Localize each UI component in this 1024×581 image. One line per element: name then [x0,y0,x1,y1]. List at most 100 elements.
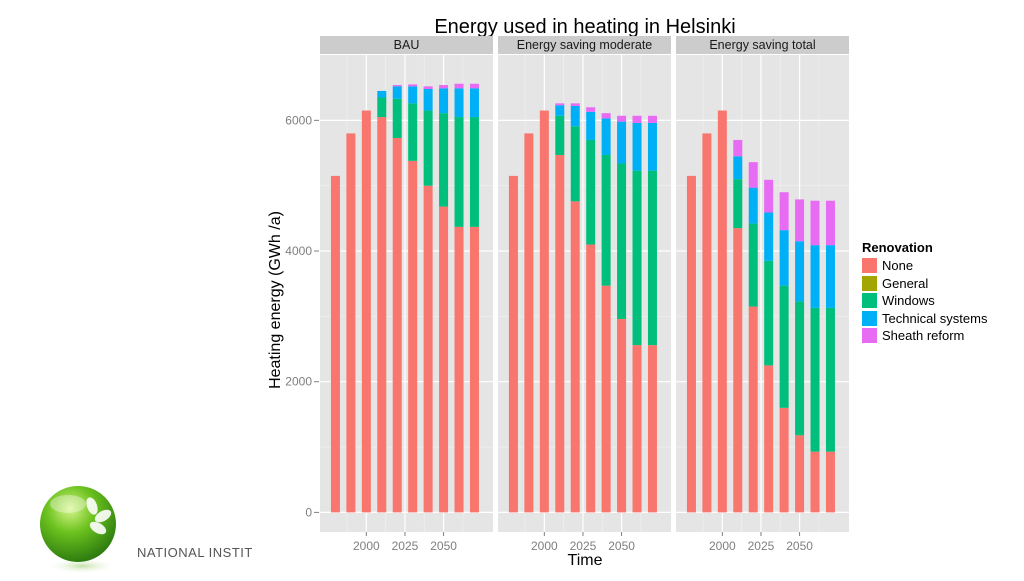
bar-segment [377,117,387,513]
bar-segment [779,192,789,231]
bar-segment [570,105,580,127]
bar-segment [601,113,611,119]
bar-segment [795,301,805,436]
bar-segment [392,98,402,138]
bar-segment [601,118,611,155]
bar-segment [795,199,805,242]
bar-segment [454,226,464,513]
bar-segment [555,115,565,155]
bar-segment [361,110,371,513]
bar-segment [810,200,820,246]
legend-label-none: None [882,258,914,274]
brand-text: NATIONAL INSTIT [137,545,253,560]
bar-segment [647,115,657,123]
x-tick-label: 2050 [608,539,635,553]
bar-segment [779,230,789,286]
panel-background [320,55,493,532]
bar-segment [524,133,534,513]
bar-segment [632,115,642,123]
panel-strip-label: Energy saving moderate [517,38,653,52]
bar-segment [408,103,418,161]
bar-segment [764,260,774,366]
bar-segment [469,226,479,513]
bar-segment [733,228,743,513]
bar-segment [810,451,820,513]
legend-swatch-general [862,275,877,291]
bar-segment [555,103,565,106]
bar-segment [469,83,479,89]
bar-segment [408,160,418,513]
bar-segment [733,156,743,180]
bar-segment [555,154,565,513]
bar-segment [539,110,549,513]
bar-segment [423,86,433,89]
bar-segment [686,175,696,513]
legend-item-sheath-reform: Sheath reform [862,327,987,345]
bar-segment [748,306,758,513]
bar-segment [392,85,402,87]
bar-segment [570,201,580,513]
bar-segment [392,137,402,513]
bar-segment [439,206,449,513]
bar-segment [469,117,479,227]
x-axis-label: Time [568,552,603,569]
bar-segment [423,110,433,186]
legend-swatch-windows [862,293,877,309]
bar-segment [454,117,464,227]
bar-segment [764,179,774,213]
bar-segment [632,345,642,513]
bar-segment [454,83,464,89]
bar-segment [408,86,418,104]
y-tick-label: 4000 [285,244,312,258]
bar-segment [555,105,565,116]
bar-segment [647,345,657,513]
bar-segment [601,154,611,286]
bar-segment [647,170,657,346]
bar-segment [454,88,464,118]
bar-segment [733,179,743,229]
x-tick-label: 2025 [748,539,775,553]
bar-segment [346,133,356,513]
bar-segment [617,115,627,122]
bar-segment [779,407,789,513]
bar-segment [439,113,449,207]
bar-segment [764,365,774,513]
panel-background [676,55,849,532]
y-axis-label: Heating energy (GWh /a) [267,211,284,389]
legend-swatch-sheath-reform [862,328,877,344]
bar-segment [632,170,642,346]
bar-segment [795,241,805,302]
x-tick-label: 2050 [786,539,813,553]
bar-segment [810,245,820,308]
bar-segment [825,451,835,513]
bar-segment [377,97,387,118]
bar-segment [748,162,758,188]
legend-item-technical-systems: Technical systems [862,310,987,328]
x-tick-label: 2000 [531,539,558,553]
x-tick-label: 2025 [570,539,597,553]
legend-item-windows: Windows [862,292,987,310]
bar-segment [439,88,449,114]
bar-segment [617,121,627,164]
bar-segment [570,103,580,106]
bar-segment [408,84,418,87]
x-tick-label: 2050 [430,539,457,553]
bar-segment [733,139,743,157]
legend-label-windows: Windows [882,293,935,309]
y-tick-label: 0 [305,505,312,519]
bar-segment [825,200,835,246]
legend-item-general: General [862,275,987,293]
bar-segment [601,285,611,513]
bar-segment [570,126,580,202]
bar-segment [508,175,518,513]
bar-segment [423,88,433,111]
logo-icon [30,478,130,576]
bar-segment [748,223,758,307]
legend-item-none: None [862,257,987,275]
legend-swatch-technical-systems [862,310,877,326]
legend-title: Renovation [862,240,933,255]
bar-segment [617,318,627,513]
bar-segment [632,122,642,171]
bar-segment [647,122,657,171]
legend-label-technical-systems: Technical systems [882,310,988,326]
